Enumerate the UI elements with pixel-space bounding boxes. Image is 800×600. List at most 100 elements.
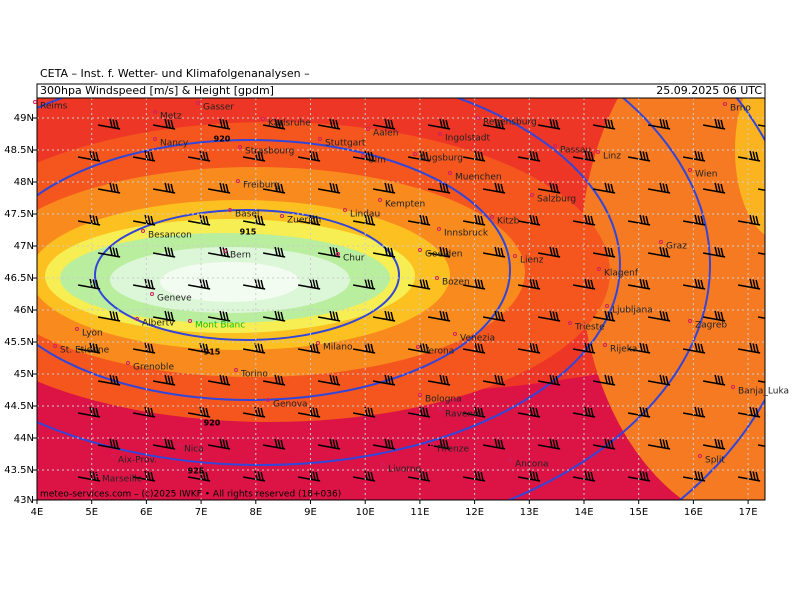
wind-barb-flag: [92, 151, 96, 161]
wind-barb-flag: [367, 151, 371, 161]
wind-barb: [352, 284, 376, 290]
wind-barb-flag: [419, 406, 423, 416]
wind-barb-flag: [474, 214, 478, 224]
wind-barb-flag: [474, 470, 478, 480]
wind-barb-flag: [370, 151, 374, 161]
wind-barb: [702, 188, 726, 194]
city-label: Mont Blanc: [195, 321, 245, 331]
wind-barb-flag: [500, 311, 504, 321]
city-label: Innsbruck: [444, 229, 489, 239]
wind-barb-flag: [610, 183, 614, 193]
wind-barb-flag: [280, 311, 284, 321]
wind-barb: [537, 316, 561, 322]
wind-barb-flag: [717, 375, 721, 385]
wind-barb: [572, 348, 596, 354]
wind-barb-flag: [315, 215, 319, 225]
wind-barb: [647, 124, 671, 130]
wind-barb-flag: [529, 342, 533, 352]
wind-barb: [297, 412, 321, 418]
wind-barb-flag: [205, 279, 209, 289]
wind-barb-flag: [535, 343, 539, 353]
wind-barb-flag: [109, 374, 113, 384]
wind-barb-flag: [700, 279, 704, 289]
city-label: Livorno: [388, 465, 422, 475]
wind-barb-flag: [477, 215, 481, 225]
wind-barb-flag: [773, 184, 775, 193]
wind-barb-flag: [773, 440, 775, 449]
wind-barb-flag: [387, 311, 391, 321]
city-label: Aalen: [373, 129, 398, 139]
wind-barb-flag: [532, 151, 536, 161]
wind-barb: [262, 124, 286, 130]
wind-barb-flag: [170, 311, 174, 321]
city-label: Zagreb: [695, 321, 727, 331]
wind-barb-flag: [419, 342, 423, 352]
wind-barb-flag: [700, 151, 704, 161]
wind-barb-flag: [607, 439, 611, 449]
wind-barb: [537, 188, 561, 194]
wind-barb-flag: [387, 183, 391, 193]
wind-barb: [262, 188, 286, 194]
wind-barb-flag: [549, 310, 553, 320]
wind-barb-flag: [639, 342, 643, 352]
wind-barb-flag: [549, 246, 553, 256]
wind-barb: [152, 188, 176, 194]
contour-label: 915: [240, 228, 257, 237]
wind-barb-flag: [335, 311, 339, 321]
wind-barb-flag: [607, 119, 611, 129]
wind-barb: [372, 316, 396, 322]
city-dot: [430, 443, 434, 447]
wind-barb-flag: [367, 215, 371, 225]
wind-barb-flag: [167, 311, 171, 321]
wind-barb-flag: [694, 278, 698, 288]
wind-barb-flag: [92, 279, 96, 289]
wind-barb: [407, 476, 431, 482]
wind-barb: [152, 252, 176, 258]
lon-label: 4E: [31, 507, 44, 518]
lon-label: 16E: [684, 507, 703, 518]
wind-barb: [757, 188, 765, 192]
city-dot: [153, 110, 157, 114]
wind-barb: [517, 348, 541, 354]
title: 300hpa Windspeed [m/s] & Height [gpdm]: [40, 84, 274, 97]
wind-barb-flag: [167, 247, 171, 257]
wind-barb-flag: [115, 439, 119, 449]
city-label: Basel: [235, 210, 259, 220]
city-dot: [413, 152, 417, 156]
city-label: Klagenf: [604, 269, 639, 279]
wind-barb-flag: [425, 407, 429, 417]
wind-barb-flag: [335, 119, 339, 129]
city-label: Nancy: [160, 139, 189, 149]
wind-barb-flag: [219, 182, 223, 192]
wind-barb-flag: [610, 311, 614, 321]
wind-barb: [737, 476, 761, 482]
wind-barb-flag: [367, 343, 371, 353]
wind-barb: [152, 316, 176, 322]
wind-barb-flag: [714, 374, 718, 384]
wind-barb-flag: [694, 342, 698, 352]
wind-barb-flag: [694, 470, 698, 480]
wind-barb-flag: [639, 470, 643, 480]
wind-barb-flag: [610, 375, 614, 385]
wind-barb-flag: [115, 247, 119, 257]
wind-barb-flag: [274, 182, 278, 192]
wind-barb-flag: [535, 215, 539, 225]
wind-barb-flag: [150, 343, 154, 353]
wind-barb-flag: [587, 279, 591, 289]
wind-barb-flag: [474, 150, 478, 160]
wind-barb-flag: [590, 407, 594, 417]
wind-barb: [537, 252, 561, 258]
city-label: Nica: [184, 445, 204, 455]
city-label: Milano: [323, 343, 353, 353]
wind-barb-flag: [587, 407, 591, 417]
wind-barb: [757, 380, 765, 384]
wind-barb: [372, 252, 396, 258]
wind-barb-flag: [257, 471, 261, 481]
wind-barb-flag: [202, 471, 206, 481]
wind-barb-flag: [665, 119, 669, 129]
wind-barb: [737, 348, 761, 354]
wind-barb-flag: [749, 214, 753, 224]
wind-barb: [297, 348, 321, 354]
lon-label: 13E: [520, 507, 539, 518]
